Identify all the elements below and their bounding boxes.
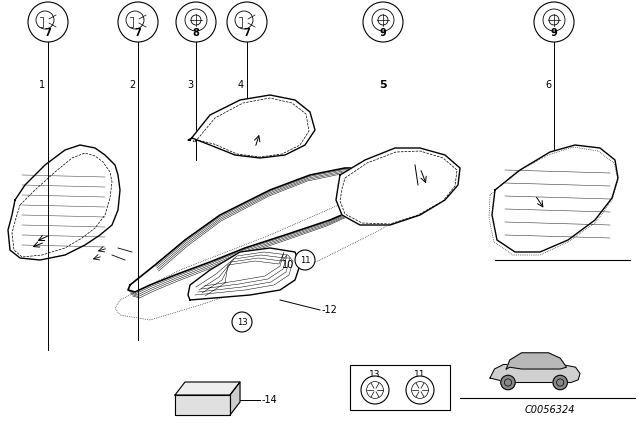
Circle shape: [406, 376, 434, 404]
Polygon shape: [492, 145, 618, 252]
Text: 10: 10: [282, 260, 294, 270]
Text: 11: 11: [414, 370, 426, 379]
Text: -14: -14: [262, 395, 278, 405]
Polygon shape: [188, 95, 315, 158]
Bar: [350, 365, 450, 410]
Circle shape: [118, 2, 158, 42]
Text: 7: 7: [45, 28, 51, 38]
Polygon shape: [175, 395, 230, 415]
Circle shape: [553, 375, 568, 390]
Polygon shape: [175, 382, 240, 395]
Text: 9: 9: [380, 28, 387, 38]
Circle shape: [295, 250, 315, 270]
Text: 1: 1: [39, 80, 45, 90]
Text: 6: 6: [545, 80, 551, 90]
Text: 4: 4: [238, 80, 244, 90]
Circle shape: [363, 2, 403, 42]
Text: 7: 7: [134, 28, 141, 38]
Circle shape: [176, 2, 216, 42]
Text: 2: 2: [129, 80, 135, 90]
Polygon shape: [188, 248, 300, 300]
Circle shape: [361, 376, 389, 404]
Circle shape: [227, 2, 267, 42]
Polygon shape: [506, 353, 566, 369]
Text: 11: 11: [300, 255, 310, 264]
Text: 9: 9: [550, 28, 557, 38]
Polygon shape: [128, 168, 390, 292]
Circle shape: [232, 312, 252, 332]
Polygon shape: [490, 365, 580, 383]
Text: 3: 3: [187, 80, 193, 90]
Text: 5: 5: [379, 80, 387, 90]
Polygon shape: [230, 382, 240, 415]
Text: 13: 13: [237, 318, 247, 327]
Polygon shape: [8, 145, 120, 260]
Circle shape: [28, 2, 68, 42]
Text: C0056324: C0056324: [525, 405, 575, 415]
Polygon shape: [336, 148, 460, 225]
Text: 8: 8: [193, 28, 200, 38]
Text: 7: 7: [244, 28, 250, 38]
Text: -12: -12: [322, 305, 338, 315]
Text: 13: 13: [369, 370, 381, 379]
Circle shape: [534, 2, 574, 42]
Circle shape: [501, 375, 515, 390]
